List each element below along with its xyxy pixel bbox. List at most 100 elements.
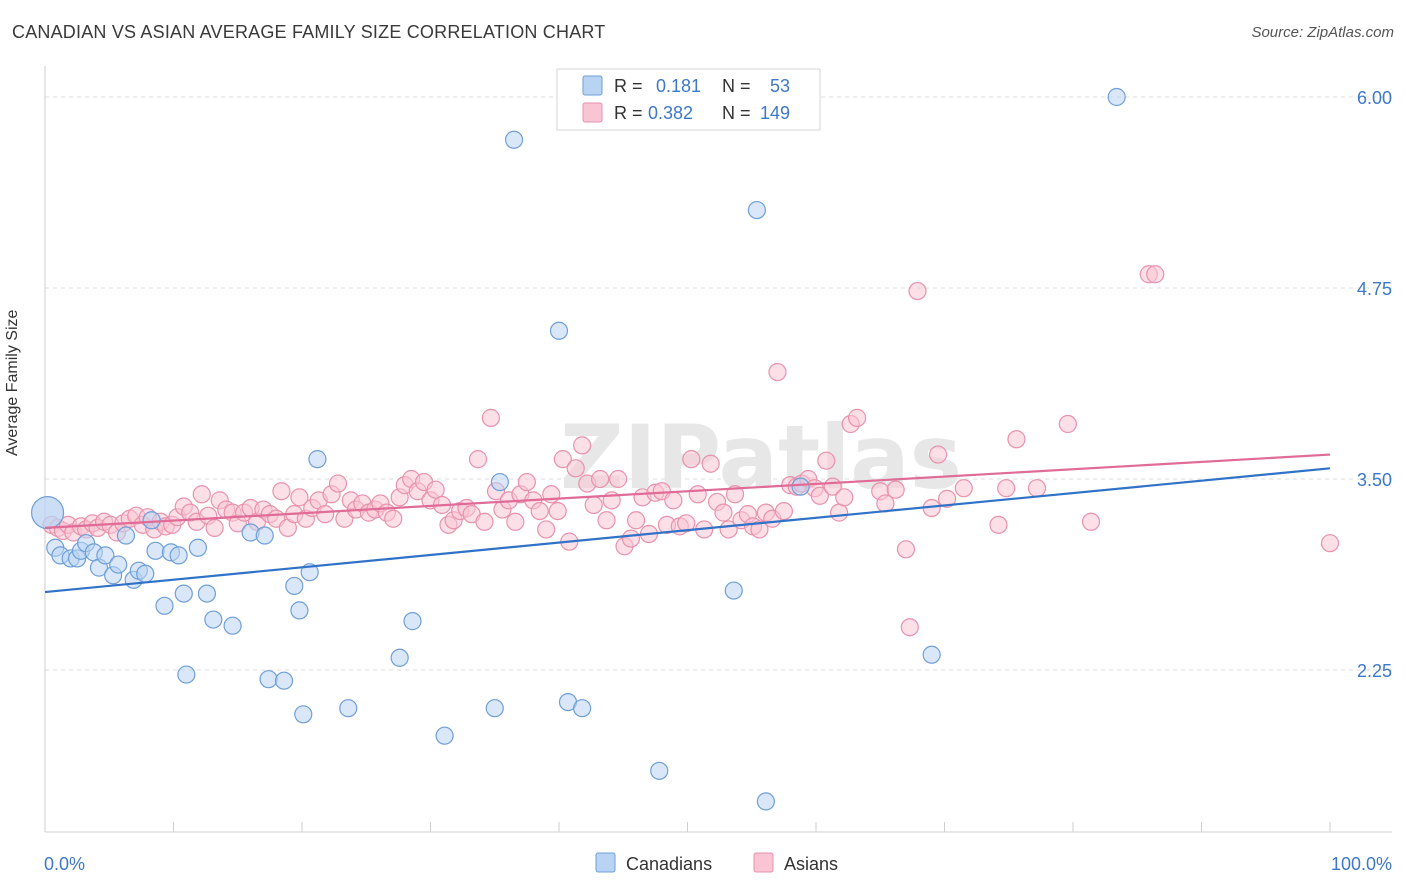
asians-point <box>205 518 224 537</box>
canadians-points <box>30 87 1126 811</box>
asians-point <box>664 491 683 510</box>
canadians-point <box>174 584 193 603</box>
asians-point <box>517 472 536 492</box>
asians-point <box>621 529 641 548</box>
y-tick-label: 3.50 <box>1357 470 1392 490</box>
y-tick-label: 6.00 <box>1357 88 1392 108</box>
legend-top: R = 0.181 N = 53 R = 0.382 N = 149 <box>556 68 821 131</box>
legend-n-value-asians: 149 <box>760 103 790 123</box>
tick-labels: 2.25 3.50 4.75 6.00 0.0% 100.0% <box>44 88 1392 874</box>
asians-point <box>714 503 733 522</box>
axes <box>44 66 1392 833</box>
chart-title: CANADIAN VS ASIAN AVERAGE FAMILY SIZE CO… <box>12 22 606 42</box>
asians-point <box>1007 430 1026 449</box>
canadians-point <box>259 670 278 689</box>
legend-swatch-asians <box>582 102 603 123</box>
canadians-point <box>549 321 569 340</box>
canadians-point <box>294 705 313 724</box>
asians-point <box>609 469 628 489</box>
legend-bottom-swatch-canadians <box>595 852 616 873</box>
canadians-point <box>390 648 409 667</box>
canadians-point <box>188 538 208 557</box>
y-tick-label: 2.25 <box>1357 661 1392 681</box>
legend-bottom-label-canadians: Canadians <box>626 854 712 874</box>
canadians-point <box>747 200 766 220</box>
asians-point <box>937 489 957 508</box>
asians-point <box>817 451 836 470</box>
asians-point <box>384 509 403 528</box>
legend-r-label-asians: R = <box>614 103 643 123</box>
trend-lines <box>44 453 1331 594</box>
legend-bottom: Canadians Asians <box>595 852 838 874</box>
asians-point <box>725 485 745 504</box>
asians-point <box>468 450 488 469</box>
legend-n-label-asians: N = <box>722 103 751 123</box>
canadians-point <box>724 581 743 600</box>
asians-point <box>481 408 500 427</box>
asians-point <box>1027 479 1047 498</box>
legend-r-value-canadians: 0.181 <box>656 76 701 96</box>
canadians-point <box>30 496 65 530</box>
canadians-point <box>504 130 524 149</box>
x-tick-label: 100.0% <box>1331 854 1392 874</box>
canadians-point <box>435 726 454 745</box>
legend-bottom-label-asians: Asians <box>784 854 838 874</box>
legend-swatch-canadians <box>582 75 603 96</box>
asians-point <box>626 511 646 530</box>
canadians-point <box>403 612 422 631</box>
asians-point <box>677 514 696 533</box>
asians-point <box>506 512 525 531</box>
canadians-point <box>109 555 128 574</box>
canadians-point <box>136 564 155 583</box>
asians-point <box>997 479 1016 498</box>
asians-point <box>584 495 603 515</box>
asians-point <box>928 445 948 464</box>
source-credit: Source: ZipAtlas.com <box>1251 24 1394 41</box>
canadians-point <box>146 541 165 560</box>
canadians-point <box>573 699 592 718</box>
asians-point <box>848 408 867 427</box>
asians-point <box>768 362 787 382</box>
asians-point <box>954 479 973 498</box>
asians-point <box>682 450 701 469</box>
asians-point <box>1146 265 1165 284</box>
canadians-point <box>274 671 294 690</box>
asians-point <box>591 469 610 489</box>
canadians-point <box>223 616 242 635</box>
asians-point <box>688 485 707 504</box>
canadians-point <box>177 665 196 684</box>
asians-point <box>192 485 211 504</box>
asians-point <box>896 540 916 559</box>
canadians-point <box>922 645 941 664</box>
asians-point <box>272 482 291 501</box>
asians-points <box>42 265 1340 637</box>
asians-point <box>1058 414 1077 434</box>
asians-point <box>908 281 927 301</box>
x-tick-label: 0.0% <box>44 854 85 874</box>
canadians-point <box>96 546 115 565</box>
asians-point <box>475 512 494 531</box>
legend-n-value-canadians: 53 <box>770 76 790 96</box>
asians-point <box>597 511 616 530</box>
canadians-point <box>155 596 174 615</box>
asians-point <box>537 520 556 539</box>
canadians-point <box>204 610 223 629</box>
asians-point <box>426 480 445 499</box>
canadians-point <box>116 526 136 545</box>
asians-point <box>290 488 309 507</box>
legend-r-value-asians: 0.382 <box>648 103 693 123</box>
legend-n-label-canadians: N = <box>722 76 751 96</box>
asians-point <box>1081 512 1101 531</box>
asians-point <box>328 474 348 493</box>
asians-point <box>750 520 769 539</box>
asians-point <box>900 618 919 637</box>
asians-point <box>566 459 585 478</box>
grid-lines <box>45 96 1392 671</box>
canadians-point <box>169 546 188 565</box>
asians-point <box>1320 534 1340 553</box>
canadians-point <box>142 511 161 530</box>
canadians-point <box>485 699 504 718</box>
asians-point <box>701 454 720 473</box>
canadians-trend-line <box>44 467 1331 594</box>
legend-bottom-swatch-asians <box>753 852 774 873</box>
